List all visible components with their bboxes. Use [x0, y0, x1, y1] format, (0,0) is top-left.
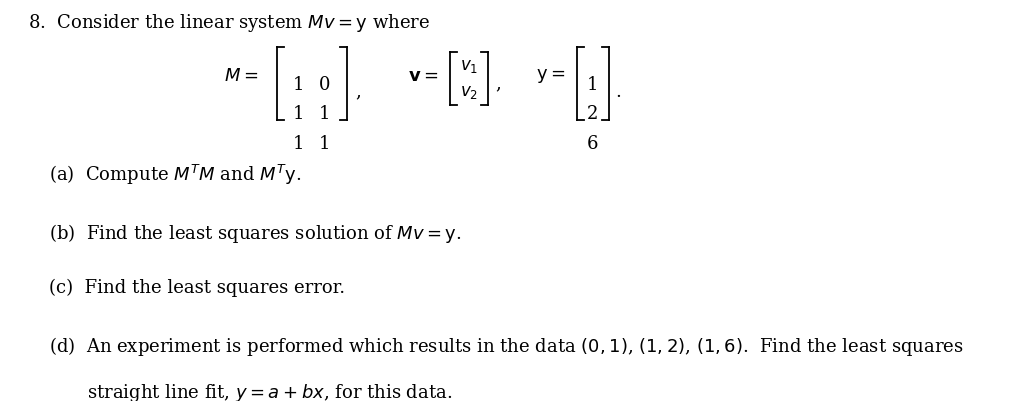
Text: 1: 1	[293, 105, 304, 123]
Text: $\mathbf{v} =$: $\mathbf{v} =$	[407, 67, 438, 85]
Text: 2: 2	[587, 105, 599, 123]
Text: (a)  Compute $M^T M$ and $M^T\mathrm{y}$.: (a) Compute $M^T M$ and $M^T\mathrm{y}$.	[50, 162, 302, 186]
Text: 8.  Consider the linear system $Mv = \mathrm{y}$ where: 8. Consider the linear system $Mv = \mat…	[28, 12, 430, 34]
Text: ,: ,	[495, 74, 500, 92]
Text: (c)  Find the least squares error.: (c) Find the least squares error.	[50, 278, 345, 296]
Text: ,: ,	[356, 82, 361, 100]
Text: 1: 1	[293, 134, 304, 152]
Text: 1: 1	[293, 75, 304, 93]
Text: (b)  Find the least squares solution of $Mv = \mathrm{y}$.: (b) Find the least squares solution of $…	[50, 221, 462, 244]
Text: 1: 1	[318, 134, 331, 152]
Text: .: .	[615, 82, 621, 100]
Text: $\mathrm{y} =$: $\mathrm{y} =$	[537, 67, 566, 85]
Text: 1: 1	[318, 105, 331, 123]
Text: 1: 1	[587, 75, 599, 93]
Text: 6: 6	[587, 134, 599, 152]
Text: $v_2$: $v_2$	[460, 84, 478, 101]
Text: $M =$: $M =$	[224, 67, 258, 85]
Text: (d)  An experiment is performed which results in the data $(0, 1)$, $(1, 2)$, $(: (d) An experiment is performed which res…	[50, 334, 964, 357]
Text: 0: 0	[318, 75, 331, 93]
Text: $v_1$: $v_1$	[460, 58, 478, 75]
Text: straight line fit, $y = a + bx$, for this data.: straight line fit, $y = a + bx$, for thi…	[87, 381, 452, 401]
